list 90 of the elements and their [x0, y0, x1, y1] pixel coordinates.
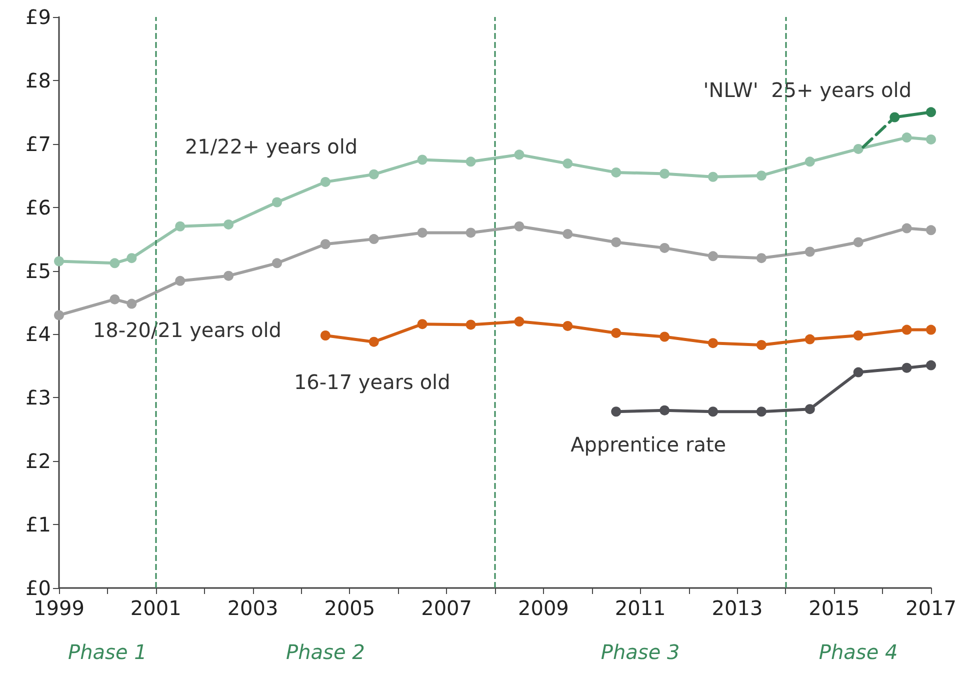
point [611, 237, 622, 248]
point [224, 219, 234, 230]
point [368, 234, 379, 244]
point [902, 324, 912, 335]
point [902, 223, 912, 234]
point [708, 406, 718, 417]
point [756, 253, 766, 264]
point [466, 228, 476, 238]
point [708, 172, 718, 182]
y-tick-label: £1 [26, 512, 51, 537]
x-tick-label: 2009 [518, 596, 569, 620]
x-tick-label: 2001 [130, 596, 182, 620]
point [853, 330, 864, 340]
text: Phase 1 [68, 640, 147, 664]
y-tick-label: £7 [26, 132, 51, 156]
point [756, 406, 766, 417]
y-tick-label: £6 [26, 195, 51, 220]
point [54, 256, 64, 266]
point [466, 156, 476, 167]
y-tick-label: £9 [26, 5, 51, 29]
point [708, 338, 718, 348]
point [853, 237, 864, 248]
point [126, 298, 137, 309]
point [417, 154, 428, 165]
point [804, 246, 815, 257]
point [562, 158, 573, 169]
y-tick-label: £8 [26, 68, 51, 92]
point [902, 132, 912, 143]
series-label: 18-20/21 years old [92, 318, 282, 342]
y-tick-label: £2 [26, 449, 51, 474]
x-tick-label: 2003 [227, 596, 278, 620]
point [853, 367, 864, 378]
point [660, 332, 670, 342]
series-label: 21/22+ years old [184, 134, 358, 158]
x-tick-label: 2017 [906, 596, 956, 620]
point [660, 405, 670, 416]
x-tick-label: 2005 [324, 596, 376, 620]
point [466, 320, 476, 330]
point [926, 360, 936, 370]
text: Phase 3 [600, 640, 680, 664]
point [320, 330, 330, 340]
point [514, 221, 524, 232]
point [175, 276, 186, 286]
series-label: 'NLW' 25+ years old [703, 78, 912, 102]
x-tick-label: 2015 [808, 596, 860, 620]
x-tick-label: 2013 [712, 596, 763, 620]
point [611, 406, 622, 417]
point [417, 319, 428, 330]
point [804, 156, 815, 167]
y-tick-label: £5 [26, 258, 51, 283]
point [110, 294, 120, 304]
y-tick-label: £3 [26, 386, 51, 410]
point [320, 176, 330, 187]
text: Phase 4 [818, 640, 898, 664]
point [756, 170, 766, 181]
point [611, 328, 622, 338]
point [110, 258, 120, 268]
point [272, 197, 282, 208]
point [926, 324, 936, 335]
point [368, 336, 379, 347]
point [902, 362, 912, 373]
series-label: 16-17 years old [294, 370, 450, 394]
point [611, 167, 622, 178]
point [417, 228, 428, 238]
point [926, 134, 936, 144]
point [562, 320, 573, 331]
point [926, 225, 936, 236]
series-label: Apprentice rate [570, 432, 726, 457]
point [926, 107, 936, 118]
point [175, 221, 186, 232]
point [804, 334, 815, 344]
point [853, 144, 864, 154]
point [756, 340, 766, 350]
point [320, 239, 330, 250]
point [804, 404, 815, 414]
point [660, 242, 670, 253]
point [562, 228, 573, 239]
point [126, 253, 137, 264]
point [708, 251, 718, 262]
text: Phase 2 [286, 640, 365, 664]
y-tick-label: £4 [26, 322, 51, 346]
point [224, 270, 234, 281]
point [272, 258, 282, 268]
point [54, 310, 64, 320]
x-tick-label: 2011 [614, 596, 666, 620]
point [368, 169, 379, 180]
point [514, 316, 524, 327]
point [514, 150, 524, 160]
x-tick-label: 2007 [421, 596, 472, 620]
point [660, 168, 670, 179]
